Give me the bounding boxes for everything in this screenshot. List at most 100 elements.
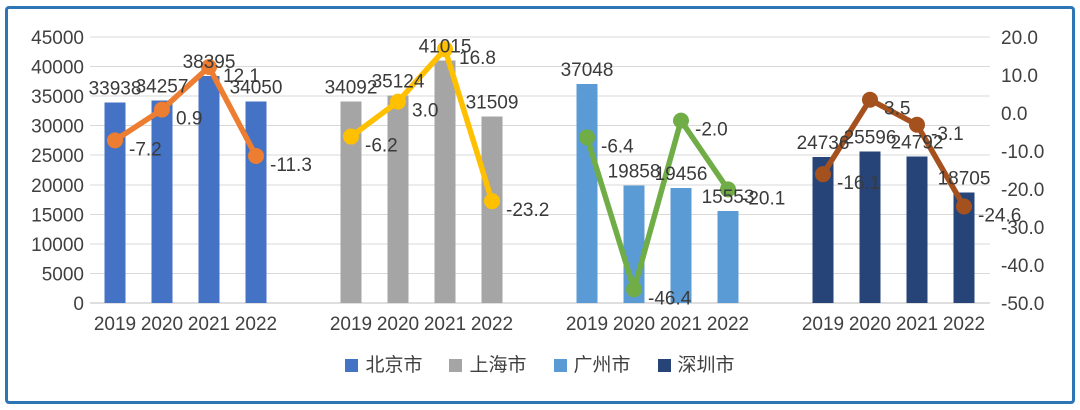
line-label-北京市-2019: -7.2 xyxy=(129,139,162,160)
legend-item-北京市: 北京市 xyxy=(345,356,422,375)
bar-label-广州市-2022: 15553 xyxy=(702,187,755,208)
left-axis-tick: 0 xyxy=(73,294,84,315)
line-上海市 xyxy=(348,46,495,204)
line-label-北京市-2021: 12.1 xyxy=(223,66,260,87)
bar-深圳市-2020 xyxy=(859,151,881,303)
x-axis-label-深圳市-2022: 2022 xyxy=(943,314,985,335)
x-axis-label-深圳市-2020: 2020 xyxy=(849,314,891,335)
legend-swatch-icon xyxy=(657,358,671,372)
bar-上海市-2022 xyxy=(481,116,503,304)
line-label-深圳市-2020: 3.5 xyxy=(884,99,910,120)
line-label-上海市-2021: 16.8 xyxy=(459,48,496,69)
bar-label-上海市-2021: 41015 xyxy=(419,37,472,58)
line-label-广州市-2022: -20.1 xyxy=(742,188,785,209)
legend-item-上海市: 上海市 xyxy=(449,356,527,375)
x-axis-label-北京市-2021: 2021 xyxy=(188,314,230,335)
right-axis-tick: 20.0 xyxy=(1001,28,1038,49)
bar-label-广州市-2019: 37048 xyxy=(561,60,614,81)
line-label-深圳市-2021: -3.1 xyxy=(931,124,964,145)
bar-上海市-2021 xyxy=(434,60,456,303)
bar-label-北京市-2022: 34050 xyxy=(230,78,283,99)
line-label-深圳市-2019: -16.1 xyxy=(837,173,880,194)
point-深圳市-2022 xyxy=(956,198,972,215)
line-北京市 xyxy=(112,64,259,159)
left-axis-tick: 30000 xyxy=(31,117,84,138)
legend-label: 广州市 xyxy=(573,354,631,376)
line-label-广州市-2021: -2.0 xyxy=(695,120,728,141)
point-上海市-2022 xyxy=(484,193,500,210)
right-axis-tick: -30.0 xyxy=(1001,218,1044,239)
x-axis-label-广州市-2020: 2020 xyxy=(613,314,655,335)
bar-上海市-2019 xyxy=(340,101,362,304)
x-axis-label-广州市-2022: 2022 xyxy=(707,314,749,335)
point-深圳市-2020 xyxy=(862,91,878,108)
point-北京市-2022 xyxy=(248,147,264,164)
line-广州市 xyxy=(584,117,731,293)
point-广州市-2019 xyxy=(579,129,595,146)
right-axis-tick: -10.0 xyxy=(1001,142,1044,163)
x-axis-label-北京市-2019: 2019 xyxy=(94,314,136,335)
bar-深圳市-2019 xyxy=(812,156,834,303)
right-axis-tick: 0.0 xyxy=(1001,104,1027,125)
bar-北京市-2019 xyxy=(104,102,126,304)
right-axis-tick: -20.0 xyxy=(1001,180,1044,201)
right-axis-tick: -40.0 xyxy=(1001,256,1044,277)
bar-广州市-2021 xyxy=(670,187,692,303)
point-北京市-2021 xyxy=(201,59,217,76)
bar-label-上海市-2019: 34092 xyxy=(325,77,378,98)
bar-label-北京市-2020: 34257 xyxy=(136,77,189,98)
left-axis-tick: 25000 xyxy=(31,146,84,167)
bar-label-深圳市-2020: 25596 xyxy=(844,128,897,149)
point-广州市-2022 xyxy=(720,181,736,198)
point-上海市-2019 xyxy=(343,128,359,145)
left-axis-tick: 45000 xyxy=(31,28,84,49)
legend-swatch-icon xyxy=(553,358,567,372)
legend-swatch-icon xyxy=(449,358,463,372)
right-axis-tick: 10.0 xyxy=(1001,66,1038,87)
bar-label-广州市-2020: 19858 xyxy=(608,162,661,183)
legend-label: 深圳市 xyxy=(677,354,735,376)
x-axis-label-北京市-2022: 2022 xyxy=(235,314,277,335)
point-北京市-2019 xyxy=(107,132,123,149)
point-上海市-2021 xyxy=(437,41,453,58)
x-axis-label-北京市-2020: 2020 xyxy=(141,314,183,335)
line-label-上海市-2020: 3.0 xyxy=(412,101,438,122)
bar-label-广州市-2021: 19456 xyxy=(655,164,708,185)
bar-label-深圳市-2019: 24736 xyxy=(797,133,850,154)
point-北京市-2020 xyxy=(154,101,170,118)
x-axis-label-深圳市-2021: 2021 xyxy=(896,314,938,335)
line-深圳市 xyxy=(820,96,967,210)
bar-label-北京市-2019: 33938 xyxy=(89,78,142,99)
right-axis-tick: -50.0 xyxy=(1001,294,1044,315)
bar-北京市-2021 xyxy=(198,76,220,303)
bar-label-上海市-2022: 31509 xyxy=(466,93,519,114)
bar-上海市-2020 xyxy=(387,95,409,303)
bar-label-北京市-2021: 38395 xyxy=(183,52,236,73)
line-label-北京市-2020: 0.9 xyxy=(176,109,202,130)
x-axis-label-广州市-2021: 2021 xyxy=(660,314,702,335)
line-label-深圳市-2022: -24.6 xyxy=(978,205,1021,226)
x-axis-label-上海市-2021: 2021 xyxy=(424,314,466,335)
line-label-上海市-2019: -6.2 xyxy=(365,136,398,157)
bar-label-深圳市-2021: 24792 xyxy=(891,132,944,153)
left-axis-tick: 10000 xyxy=(31,235,84,256)
left-axis-tick: 20000 xyxy=(31,176,84,197)
line-label-上海市-2022: -23.2 xyxy=(506,200,549,221)
line-label-北京市-2022: -11.3 xyxy=(270,155,312,176)
legend-item-广州市: 广州市 xyxy=(553,354,631,376)
bar-label-上海市-2020: 35124 xyxy=(372,71,425,92)
left-axis-tick: 35000 xyxy=(31,87,84,108)
x-axis-label-上海市-2019: 2019 xyxy=(330,314,372,335)
point-上海市-2020 xyxy=(390,93,406,110)
x-axis-label-上海市-2022: 2022 xyxy=(471,314,513,335)
point-广州市-2020 xyxy=(626,281,642,298)
bar-广州市-2022 xyxy=(717,211,739,303)
bar-广州市-2019 xyxy=(576,84,598,303)
chart-frame xyxy=(5,6,1075,404)
left-axis-tick: 40000 xyxy=(31,58,84,79)
x-axis-label-深圳市-2019: 2019 xyxy=(802,314,844,335)
bar-北京市-2022 xyxy=(245,101,267,303)
bar-深圳市-2022 xyxy=(953,192,975,303)
